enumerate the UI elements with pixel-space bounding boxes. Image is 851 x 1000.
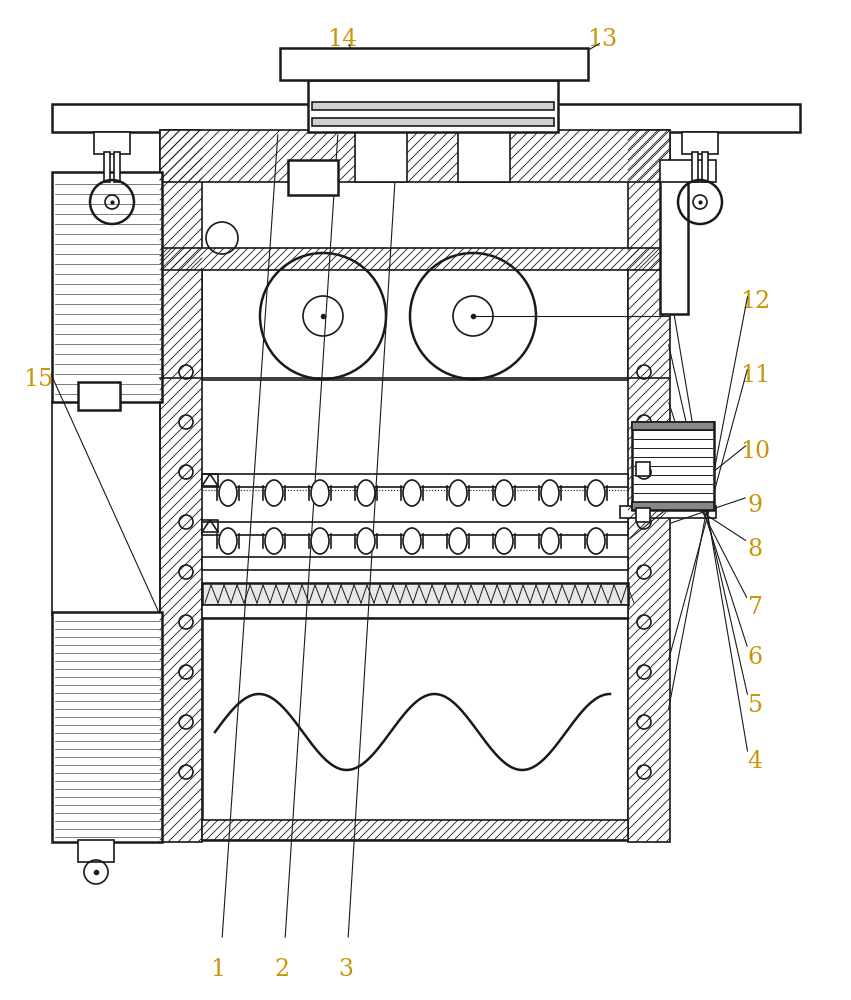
Bar — [682, 132, 718, 154]
Ellipse shape — [311, 480, 329, 506]
Bar — [636, 462, 650, 476]
Text: 15: 15 — [23, 368, 53, 391]
Bar — [202, 605, 628, 618]
Bar — [52, 104, 800, 132]
Text: 2: 2 — [274, 958, 289, 982]
Ellipse shape — [219, 480, 237, 506]
Bar — [114, 152, 120, 182]
Bar — [636, 508, 650, 522]
Text: 13: 13 — [587, 28, 617, 51]
Text: 10: 10 — [740, 440, 770, 464]
Ellipse shape — [219, 528, 237, 554]
Bar — [78, 382, 120, 410]
Text: 9: 9 — [747, 493, 762, 516]
Bar — [94, 132, 130, 154]
Ellipse shape — [587, 528, 605, 554]
Text: 5: 5 — [747, 694, 762, 716]
Bar — [632, 422, 714, 510]
Text: 8: 8 — [747, 538, 762, 562]
Bar — [355, 100, 407, 182]
Ellipse shape — [265, 480, 283, 506]
Text: 12: 12 — [740, 290, 770, 314]
Bar — [702, 152, 708, 182]
Text: 14: 14 — [327, 28, 357, 51]
Bar — [692, 152, 698, 182]
Ellipse shape — [265, 528, 283, 554]
Ellipse shape — [357, 480, 375, 506]
Ellipse shape — [495, 480, 513, 506]
Bar — [160, 130, 202, 842]
Bar — [202, 522, 628, 535]
Bar — [628, 130, 670, 842]
Ellipse shape — [357, 528, 375, 554]
Ellipse shape — [495, 528, 513, 554]
Bar — [202, 268, 628, 380]
Ellipse shape — [541, 480, 559, 506]
Bar — [660, 178, 688, 314]
Bar — [202, 583, 628, 605]
Ellipse shape — [403, 528, 421, 554]
Bar — [78, 840, 114, 862]
Bar — [312, 102, 554, 110]
Bar — [104, 152, 110, 182]
Text: 4: 4 — [747, 750, 762, 774]
Text: 7: 7 — [747, 596, 762, 619]
Text: 3: 3 — [339, 958, 353, 982]
Bar — [280, 48, 588, 80]
Ellipse shape — [449, 528, 467, 554]
Ellipse shape — [449, 480, 467, 506]
Bar — [620, 506, 716, 518]
Ellipse shape — [541, 528, 559, 554]
Bar — [160, 130, 670, 182]
Text: 11: 11 — [740, 363, 770, 386]
Text: 1: 1 — [210, 958, 226, 982]
Ellipse shape — [587, 480, 605, 506]
Ellipse shape — [311, 528, 329, 554]
Ellipse shape — [403, 480, 421, 506]
Bar — [308, 80, 558, 132]
Bar — [202, 557, 628, 570]
Bar — [312, 118, 554, 126]
Bar — [632, 422, 714, 430]
Bar — [632, 502, 714, 510]
Bar — [202, 474, 628, 487]
Bar — [660, 160, 716, 182]
Bar — [202, 618, 628, 840]
Bar — [52, 172, 162, 402]
Text: 6: 6 — [747, 646, 762, 668]
Bar — [202, 820, 628, 840]
Bar — [160, 248, 670, 270]
Bar — [458, 100, 510, 182]
Bar — [288, 160, 338, 195]
Bar — [52, 612, 162, 842]
